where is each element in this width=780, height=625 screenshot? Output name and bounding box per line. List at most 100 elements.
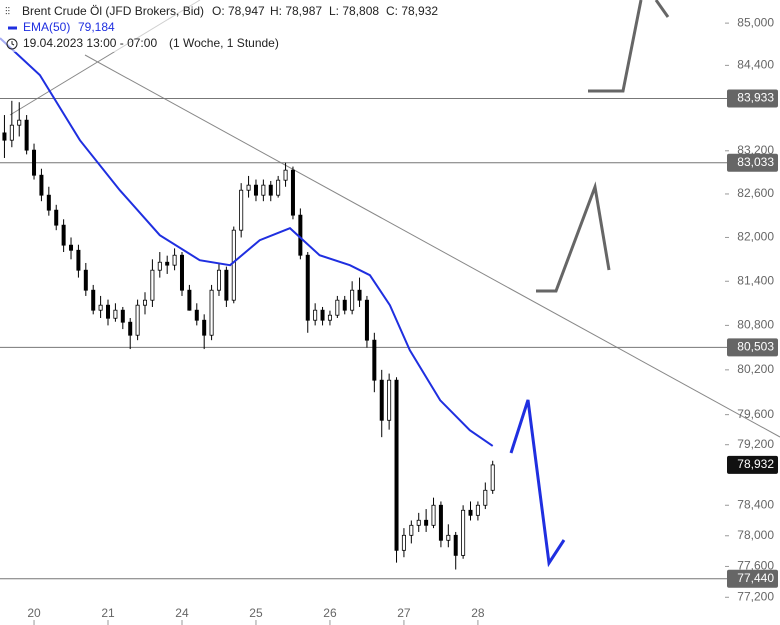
candle-body (216, 269, 221, 291)
candle-body (128, 321, 133, 336)
level-label-box (727, 338, 778, 357)
candle-body (468, 509, 473, 516)
candle-body (453, 534, 458, 556)
trend-line (84, 54, 780, 438)
level-label-box (727, 153, 778, 172)
interval: (1 Woche, 1 Stunde) (169, 36, 279, 50)
candle-body (194, 309, 199, 321)
candle-body (335, 299, 340, 316)
candle-body (239, 189, 244, 231)
candle-body (409, 524, 414, 536)
candle-body (179, 254, 184, 291)
candle-body (157, 261, 162, 271)
candle-body (69, 244, 74, 251)
candle-body (9, 124, 14, 141)
candle-body (298, 214, 303, 256)
candle-body (76, 249, 81, 271)
x-tick-label: 27 (397, 606, 411, 620)
candle-body (290, 169, 295, 216)
candle-body (150, 269, 155, 301)
level-label-box (727, 89, 778, 108)
candle-body (342, 299, 347, 311)
x-tick-label: 25 (249, 606, 263, 620)
y-tick-label: 78,000 (737, 528, 774, 542)
x-tick-label: 28 (471, 606, 485, 620)
candle-body (46, 194, 51, 211)
level-label: 83,033 (737, 155, 774, 169)
candle-body (209, 289, 214, 336)
arrow-sketch (588, 0, 643, 93)
candle-body (202, 319, 207, 336)
candle-body (261, 184, 266, 196)
candle-body (32, 149, 37, 176)
candle-body (2, 132, 7, 141)
level-label-box (727, 569, 778, 588)
candle-body (135, 304, 140, 336)
candle-body (431, 504, 436, 526)
candle-body (142, 299, 147, 306)
candle-body (98, 304, 103, 311)
candle-body (17, 119, 22, 126)
candle-body (490, 464, 495, 491)
candle-body (283, 169, 288, 181)
candle-body (475, 504, 480, 516)
plot: 77,200 77,600 78,000 78,400 79,200 79,600 80,2… (0, 15, 778, 625)
candle-body (187, 289, 192, 311)
candle-body (350, 289, 355, 311)
candle-body (327, 314, 332, 321)
candle-body (224, 269, 229, 301)
candle-body (268, 184, 273, 196)
candle-body (106, 304, 111, 319)
candle-body (172, 254, 177, 266)
candle-body (401, 534, 406, 551)
clock-icon (11, 41, 15, 46)
y-tick-label: 79,600 (737, 407, 774, 421)
candle-body (305, 254, 310, 321)
candle-body (394, 379, 399, 551)
candle-body (246, 184, 251, 191)
ohlc: O: 78,947 (212, 4, 265, 18)
candle-body (387, 379, 392, 421)
legend-entry: EMA(50) (23, 20, 70, 34)
y-tick-label: 77,600 (737, 559, 774, 573)
candle-body (61, 224, 66, 246)
y-tick-label: 77,200 (737, 589, 774, 603)
level-label: 77,440 (737, 571, 774, 585)
candle-body (357, 289, 362, 301)
candle-body (379, 379, 384, 421)
y-tick-label: 79,200 (737, 437, 774, 451)
x-tick-label: 21 (101, 606, 115, 620)
arrow-sketch (509, 399, 566, 568)
y-tick-label: 82,000 (737, 230, 774, 244)
candle-body (113, 309, 118, 319)
ohlc: L: 78,808 (329, 4, 379, 18)
candle-body (120, 309, 125, 323)
y-tick-label: 80,200 (737, 362, 774, 376)
candle-body (372, 339, 377, 381)
candle-body (416, 519, 421, 526)
y-tick-label: 78,400 (737, 497, 774, 511)
candle-body (446, 534, 451, 541)
x-tick-label: 26 (323, 606, 337, 620)
candle-body (91, 289, 96, 311)
candle-body (424, 519, 429, 526)
candle-body (39, 174, 44, 196)
candle-body (54, 209, 59, 226)
last-price-label: 78,932 (737, 457, 774, 471)
legend-bg (0, 0, 500, 52)
legend-value: 79,184 (78, 20, 115, 34)
y-tick-label: 83,200 (737, 143, 774, 157)
y-tick-label: 81,400 (737, 273, 774, 287)
candle-body (461, 509, 466, 556)
candle-body (253, 184, 258, 196)
candle-body (438, 504, 443, 541)
y-tick-label: 85,000 (737, 15, 774, 29)
candle-body (320, 309, 325, 321)
level-label: 83,933 (737, 91, 774, 105)
candle-body (83, 269, 88, 291)
candle-body (276, 179, 281, 196)
clock-icon (6, 38, 18, 50)
ohlc: H: 78,987 (270, 4, 322, 18)
level-label: 80,503 (737, 340, 774, 354)
